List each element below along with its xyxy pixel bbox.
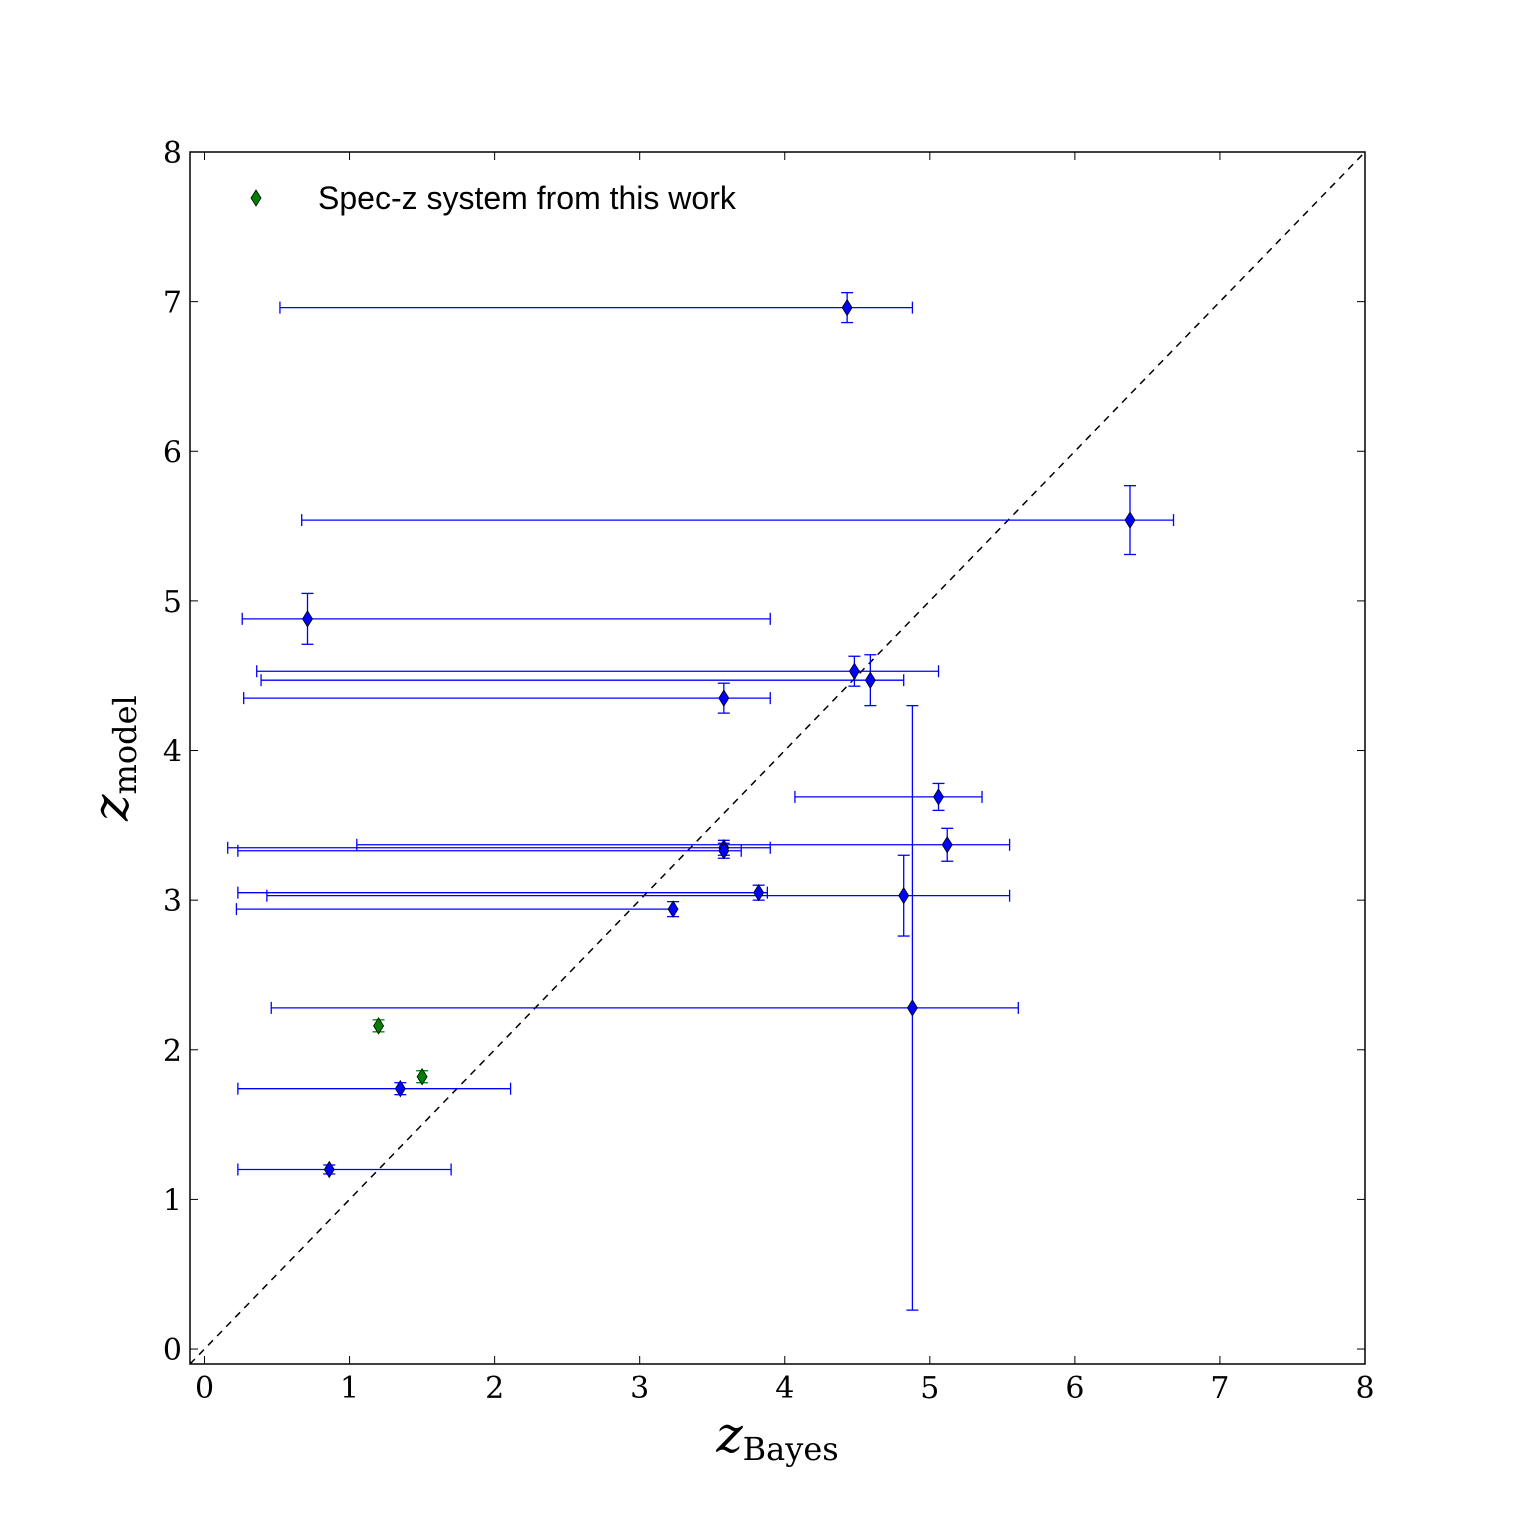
data-point <box>753 883 765 902</box>
data-point <box>848 662 860 680</box>
x-tick-label: 8 <box>1355 1371 1374 1406</box>
data-point <box>323 1160 335 1179</box>
spec-z-point <box>416 1067 428 1086</box>
x-tick-label: 4 <box>775 1371 794 1406</box>
data-point <box>933 788 944 806</box>
y-axis-label-sub: model <box>106 695 144 794</box>
y-tick-label: 1 <box>163 1183 182 1218</box>
data-point <box>898 886 910 905</box>
data-point <box>941 836 953 854</box>
y-tick-label: 2 <box>163 1034 182 1069</box>
y-tick-label: 0 <box>163 1333 182 1368</box>
legend: Spec-z system from this work <box>250 180 737 216</box>
data-point <box>906 999 918 1017</box>
x-tick-label: 5 <box>920 1371 939 1406</box>
data-point <box>718 842 730 860</box>
x-axis-label: zBayes <box>715 1406 838 1468</box>
axis-ticks: 0 1 2 3 4 5 6 7 8 0 1 2 3 4 5 6 7 8 <box>163 136 1375 1406</box>
data-point <box>718 689 730 707</box>
x-tick-label: 3 <box>630 1371 649 1406</box>
data-point <box>1124 511 1136 529</box>
plot-frame <box>189 151 1366 1365</box>
y-tick-label: 8 <box>163 136 182 171</box>
legend-marker <box>250 189 262 207</box>
x-tick-label: 7 <box>1210 1371 1229 1406</box>
x-tick-label: 0 <box>195 1371 214 1406</box>
data-points <box>302 298 1136 1179</box>
y-axis-label-main: z <box>82 794 140 822</box>
one-to-one-dashed-line <box>189 151 1366 1365</box>
error-bars <box>227 292 1175 1311</box>
reference-line-layer <box>189 151 1366 1365</box>
legend-label: Spec-z system from this work <box>318 180 737 216</box>
y-tick-label: 5 <box>163 585 182 620</box>
data-point <box>864 671 876 689</box>
x-tick-label: 6 <box>1065 1371 1084 1406</box>
y-tick-label: 4 <box>163 735 182 770</box>
y-tick-label: 7 <box>163 286 182 321</box>
spec-z-point <box>373 1017 385 1035</box>
y-tick-label: 6 <box>163 435 182 470</box>
y-tick-label: 3 <box>163 884 182 919</box>
data-point <box>394 1079 406 1098</box>
data-point <box>667 900 679 918</box>
plot-frame-layer <box>189 151 1366 1365</box>
x-tick-label: 2 <box>485 1371 504 1406</box>
y-axis-label: zmodel <box>82 695 144 822</box>
x-axis-label-main: z <box>715 1406 743 1464</box>
data-point <box>302 610 313 628</box>
data-point <box>841 298 853 317</box>
x-tick-label: 1 <box>340 1371 359 1406</box>
x-axis-label-sub: Bayes <box>743 1430 839 1468</box>
axis-labels: zBayes zmodel <box>82 695 839 1468</box>
